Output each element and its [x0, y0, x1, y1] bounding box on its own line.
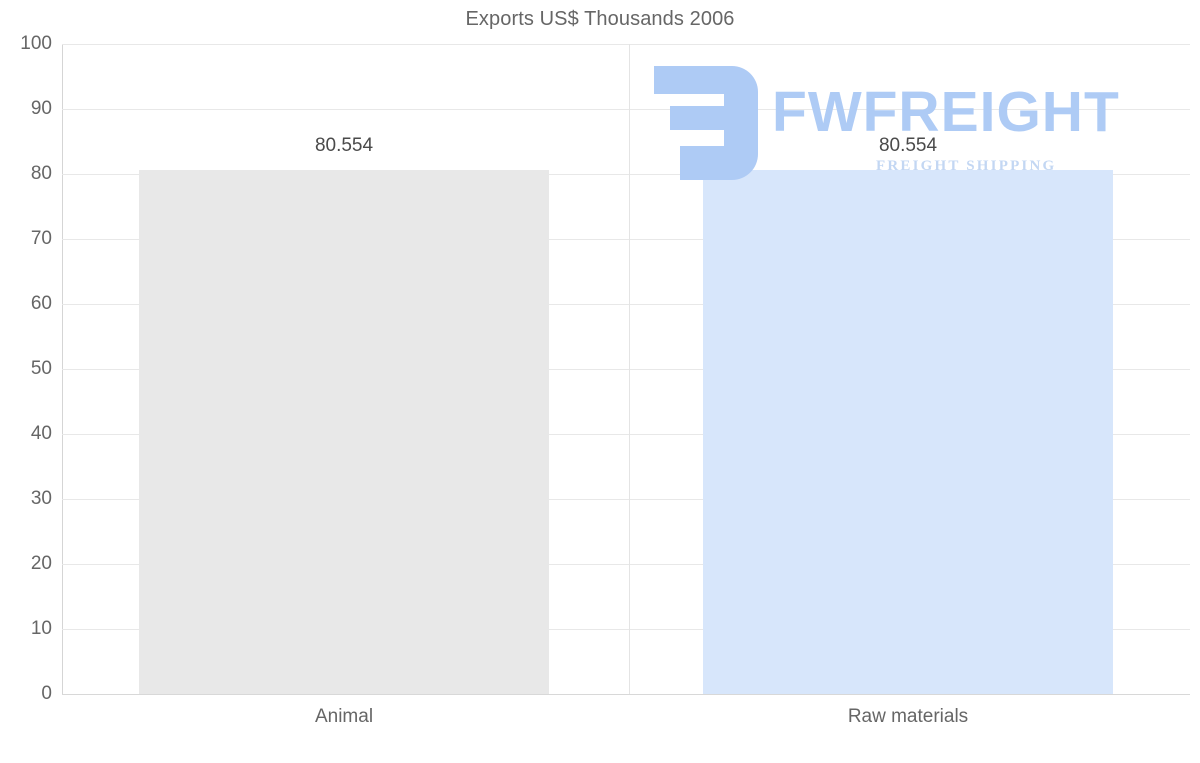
gridline	[62, 304, 1190, 305]
bar-value-label: 80.554	[878, 135, 938, 157]
x-axis-tick-label: Raw materials	[847, 706, 969, 727]
gridline	[62, 239, 1190, 240]
y-axis-tick-label: 40	[30, 423, 52, 444]
y-axis-tick-label: 50	[30, 358, 52, 379]
y-axis-tick-label: 30	[30, 488, 52, 509]
gridline	[62, 434, 1190, 435]
gridline	[62, 174, 1190, 175]
y-axis-tick-labels: 0 10 20 30 40 50 60 70 80 90 100	[0, 33, 52, 704]
gridline	[62, 694, 1190, 695]
y-axis-tick-label: 100	[20, 33, 52, 54]
category-divider-line	[629, 44, 630, 694]
gridline	[62, 369, 1190, 370]
y-axis-tick-label: 0	[41, 683, 52, 704]
y-axis-tick-label: 20	[30, 553, 52, 574]
bar-animal[interactable]	[139, 170, 549, 694]
chart-title: Exports US$ Thousands 2006	[465, 8, 735, 30]
bar-raw-materials[interactable]	[703, 170, 1113, 694]
gridline	[62, 109, 1190, 110]
y-axis-tick-label: 10	[30, 618, 52, 639]
y-axis-tick-label: 70	[30, 228, 52, 249]
y-axis-tick-label: 60	[30, 293, 52, 314]
x-axis-tick-label: Animal	[314, 706, 374, 727]
gridline	[62, 499, 1190, 500]
gridline	[62, 629, 1190, 630]
plot-area	[62, 44, 1190, 695]
gridline	[62, 44, 1190, 45]
y-axis-tick-label: 80	[30, 163, 52, 184]
bar-value-label: 80.554	[314, 135, 374, 157]
gridline	[62, 564, 1190, 565]
y-axis-tick-label: 90	[30, 98, 52, 119]
